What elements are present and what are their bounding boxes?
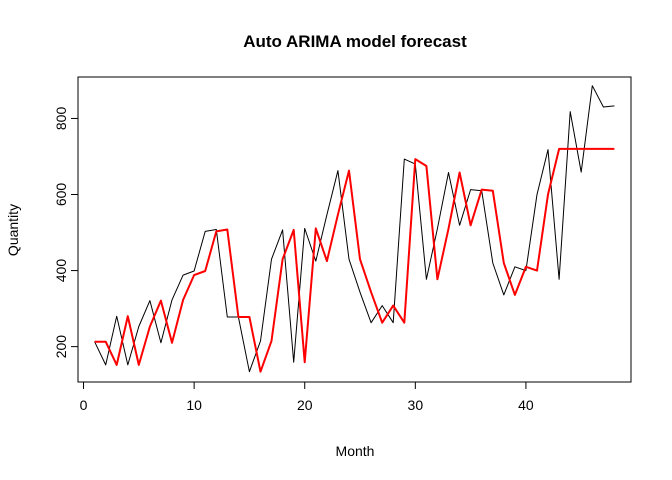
y-tick-label: 400 (53, 259, 69, 283)
x-axis-label: Month (336, 443, 375, 459)
x-tick-label: 40 (518, 397, 534, 413)
actual-series-line (94, 85, 615, 373)
y-axis-label: Quantity (5, 204, 21, 256)
x-axis: 0 10 20 30 40 (80, 381, 534, 413)
plot-frame (77, 76, 632, 383)
forecast-series-line (94, 147, 615, 373)
x-tick-label: 0 (80, 397, 88, 413)
series-layer (94, 85, 615, 373)
x-tick-label: 10 (186, 397, 202, 413)
chart-title: Auto ARIMA model forecast (243, 32, 467, 51)
y-tick-label: 800 (53, 107, 69, 131)
y-tick-label: 200 (53, 335, 69, 359)
x-tick-label: 30 (408, 397, 424, 413)
y-tick-label: 600 (53, 183, 69, 207)
y-axis: 200 400 600 800 (53, 107, 79, 359)
x-tick-label: 20 (297, 397, 313, 413)
